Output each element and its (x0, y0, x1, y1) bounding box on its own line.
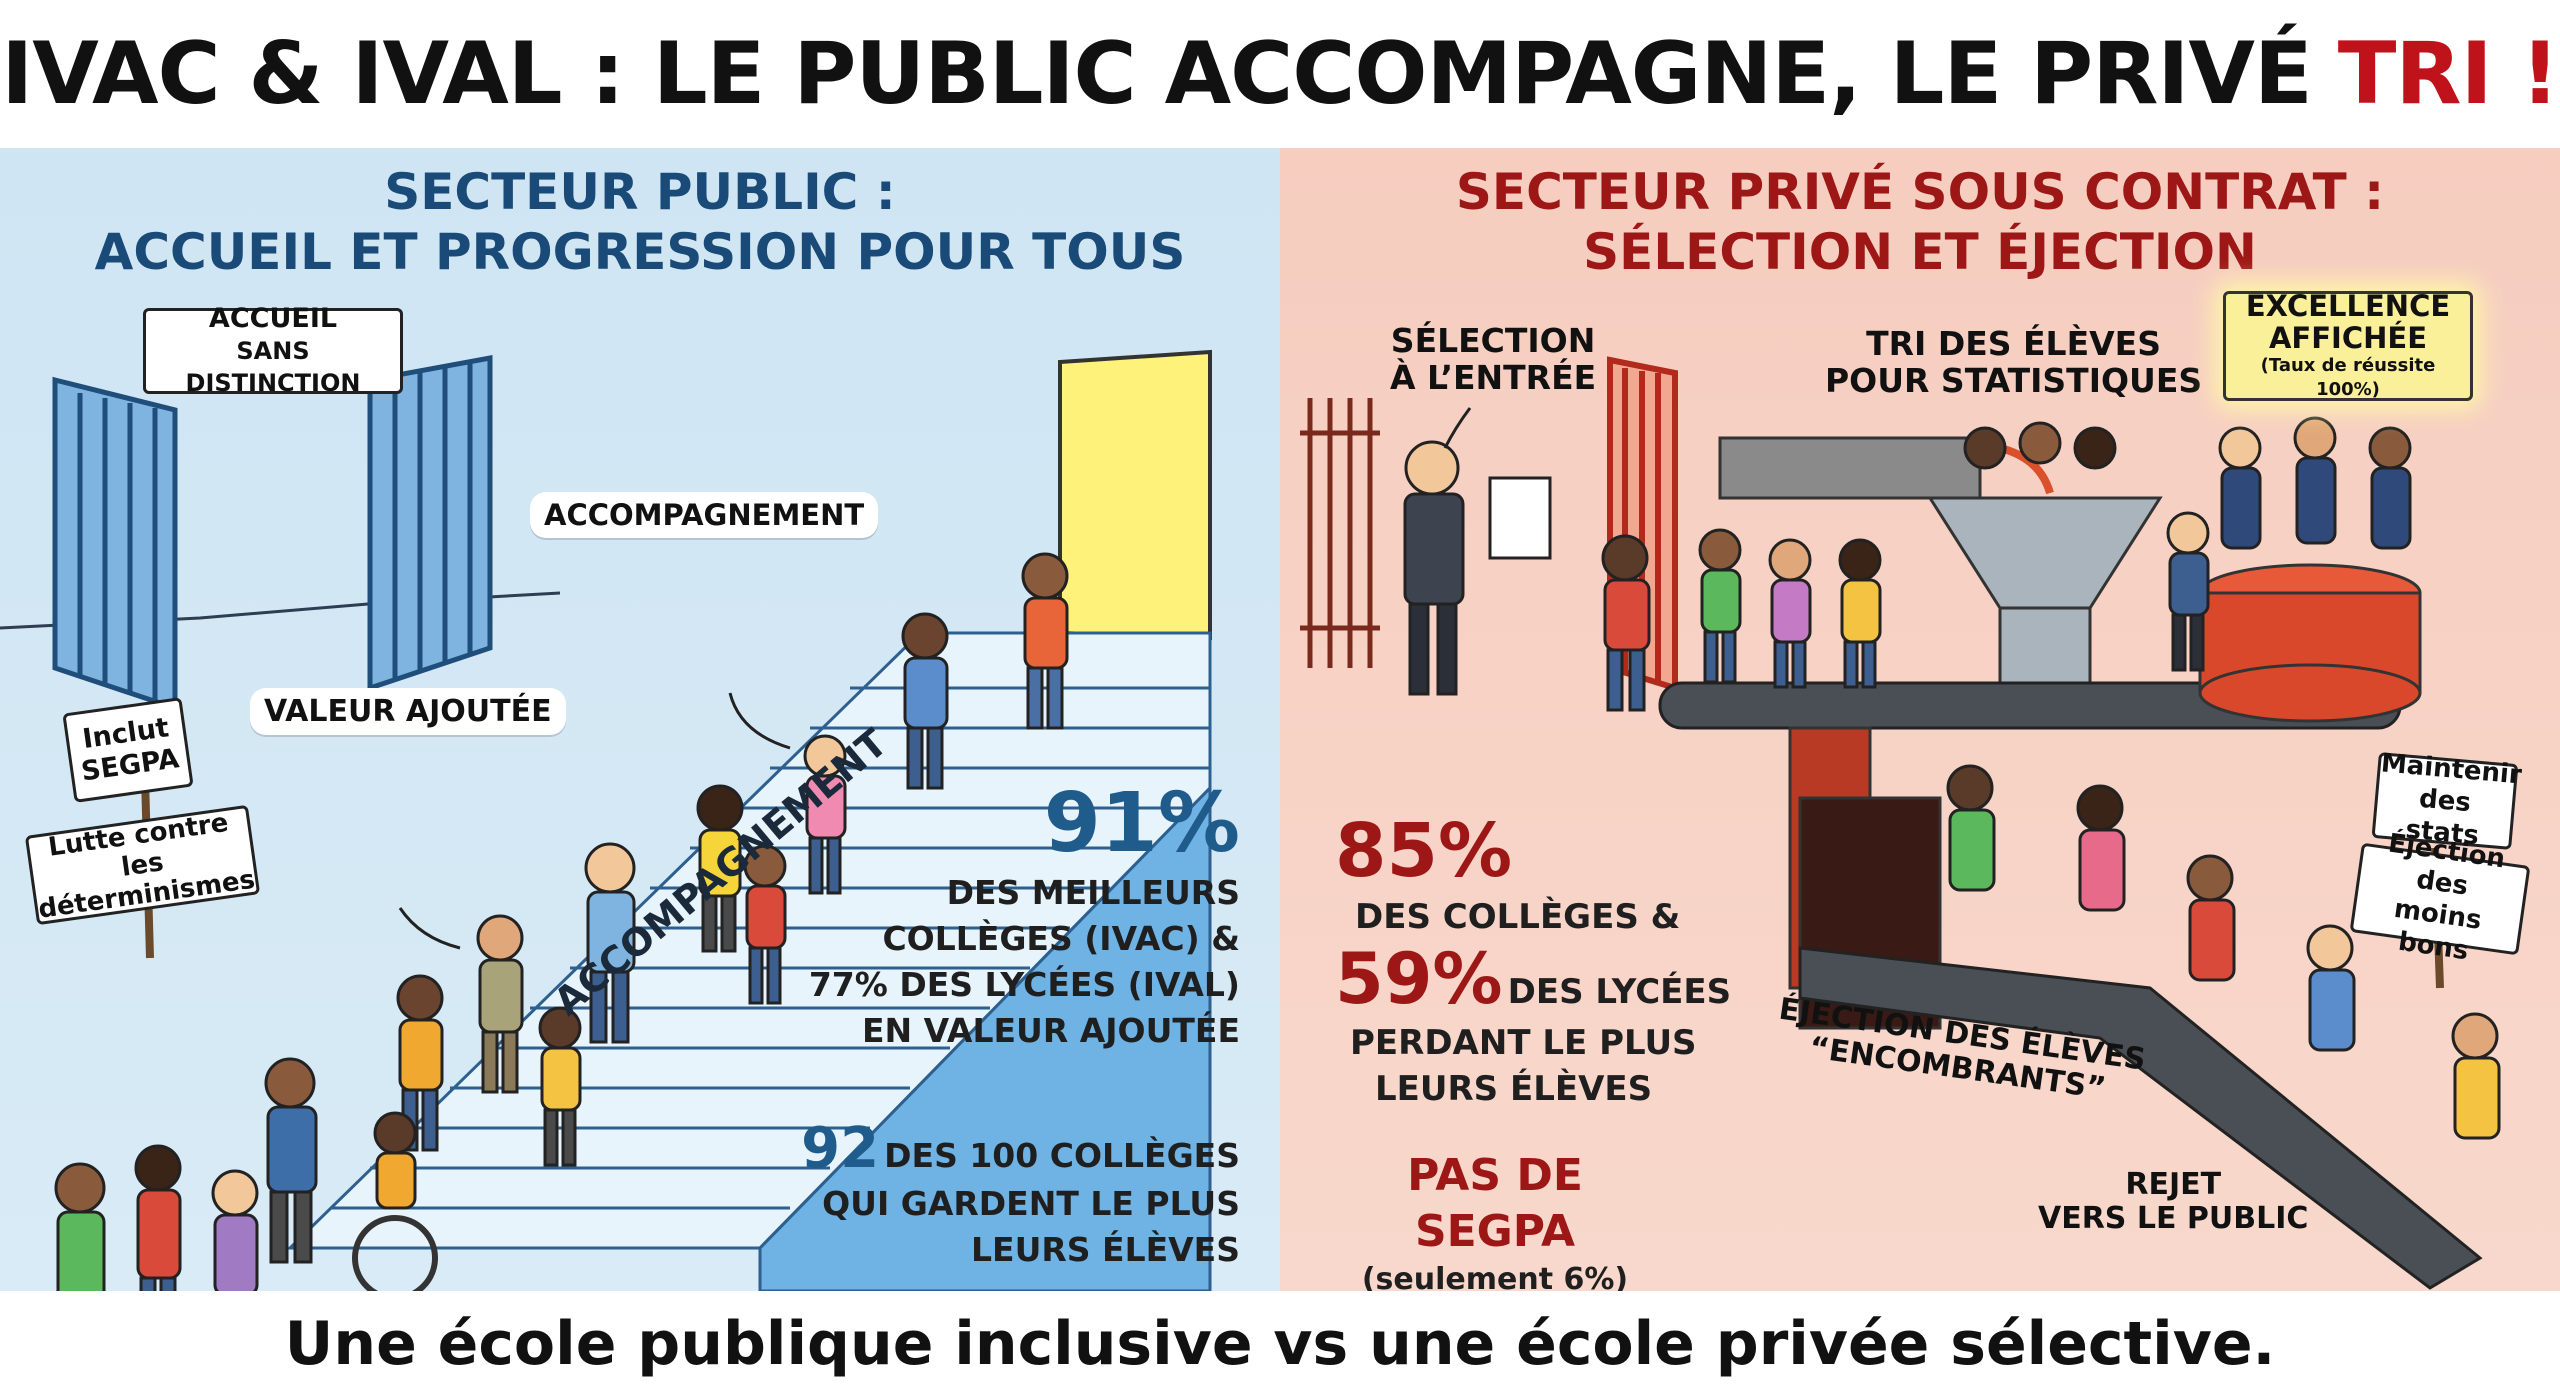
public-stat2-line3: LEURS ÉLÈVES (971, 1230, 1240, 1269)
public-illustration (0, 348, 1212, 1291)
prive-stat2-value: 59% (1335, 938, 1503, 1020)
public-stat2: 92 DES 100 COLLÈGES QUI GARDENT LE PLUS … (801, 1116, 1240, 1273)
open-gate-left (52, 376, 178, 712)
public-panel: SECTEUR PUBLIC : ACCUEIL ET PROGRESSION … (0, 148, 1280, 1291)
label-rejet: REJET VERS LE PUBLIC (2038, 1168, 2308, 1235)
main-title-accent: TRI ! (2337, 24, 2560, 124)
public-stat2-value: 92 (801, 1116, 880, 1181)
prive-stat2-line3: LEURS ÉLÈVES (1375, 1069, 1653, 1109)
conveyor-bottom (1798, 946, 2483, 1290)
person (134, 1144, 182, 1291)
public-stat1-line4: EN VALEUR AJOUTÉE (861, 1011, 1240, 1050)
label-selection-line2: À L’ENTRÉE (1390, 357, 1597, 397)
person (2076, 784, 2126, 912)
public-stat1-line1: DES MEILLEURS (946, 873, 1240, 912)
prive-segpa-line2: (seulement 6%) (1361, 1262, 1629, 1291)
prive-heading-line1: SECTEUR PRIVÉ SOUS CONTRAT : (1455, 163, 2385, 221)
prive-panel: SECTEUR PRIVÉ SOUS CONTRAT : SÉLECTION E… (1280, 148, 2560, 1291)
label-selection-line1: SÉLECTION (1390, 321, 1596, 360)
badge-line2: AFFICHÉE (2268, 321, 2428, 355)
director (1403, 440, 1552, 696)
public-stat1-line3: 77% DES LYCÉES (IVAL) (808, 965, 1240, 1004)
person (1838, 538, 1882, 689)
person (211, 1169, 259, 1291)
public-heading-line2: ACCUEIL ET PROGRESSION POUR TOUS (94, 223, 1186, 281)
label-tri-line1: TRI DES ÉLÈVES (1866, 324, 2161, 363)
person (901, 612, 949, 790)
prive-stat2-line2: PERDANT LE PLUS (1350, 1023, 1697, 1063)
prive-stat2: 59% DES LYCÉES PERDANT LE PLUS LEURS ÉLÈ… (1335, 938, 1731, 1112)
prive-stat1: 85% DES COLLÈGES & (1335, 808, 1680, 940)
person (803, 734, 847, 895)
person (2451, 1012, 2501, 1140)
open-gate-right (367, 355, 493, 692)
public-heading-line1: SECTEUR PUBLIC : (384, 163, 896, 221)
elite-student (2368, 426, 2412, 550)
label-rejet-line1: REJET (2125, 1167, 2222, 1202)
prive-stat1-line1: DES COLLÈGES & (1355, 897, 1681, 937)
person (1601, 534, 1651, 712)
sign-segpa: Inclut SEGPA (62, 697, 194, 803)
sign-accueil: ACCUEIL SANS DISTINCTION (143, 303, 403, 397)
funnel (1927, 496, 2163, 610)
person (264, 1057, 318, 1264)
sign-accueil-line1: ACCUEIL (208, 303, 338, 334)
main-title: IVAC & IVAL : LE PUBLIC ACCOMPAGNE, LE P… (0, 0, 2560, 148)
prive-heading-line2: SÉLECTION ET ÉJECTION (1583, 223, 2257, 281)
person (396, 974, 444, 1152)
person (1698, 528, 1742, 684)
bubble-valeur-ajoutee: VALEUR AJOUTÉE (250, 688, 566, 735)
prive-segpa: PAS DE SEGPA (seulement 6%) (1335, 1148, 1655, 1291)
person (1768, 538, 1812, 689)
doorway (1058, 349, 1212, 641)
pipe (1718, 436, 1982, 500)
prive-heading: SECTEUR PRIVÉ SOUS CONTRAT : SÉLECTION E… (1280, 162, 2560, 282)
person (2166, 511, 2210, 672)
person (538, 1006, 582, 1167)
badge-line1: EXCELLENCE (2245, 289, 2451, 323)
wheelchair-user (352, 1111, 438, 1291)
person (1963, 421, 2117, 470)
person (476, 914, 524, 1094)
elite-student (2218, 426, 2262, 550)
sign-ejection: Éjection des moins bons (2349, 828, 2531, 966)
prive-illustration (1300, 356, 2501, 1290)
prive-segpa-line1: PAS DE SEGPA (1407, 1150, 1583, 1257)
label-tri: TRI DES ÉLÈVES POUR STATISTIQUES (1825, 324, 2203, 400)
bottom-caption: Une école publique inclusive vs une écol… (284, 1308, 2276, 1379)
public-stat1-value: 91% (1043, 776, 1240, 871)
label-rejet-line2: VERS LE PUBLIC (2038, 1200, 2309, 1236)
bubble-accompagnement: ACCOMPAGNEMENT (530, 492, 879, 538)
person (584, 842, 636, 1044)
prive-stat2-line1: DES LYCÉES (1507, 972, 1732, 1012)
prive-people (1403, 416, 2501, 1140)
public-stat1-line2: COLLÈGES (IVAC) & (882, 919, 1240, 958)
person (2186, 854, 2236, 982)
fence (1300, 398, 1380, 668)
main-title-text: IVAC & IVAL : LE PUBLIC ACCOMPAGNE, LE P… (1, 24, 2313, 124)
public-heading: SECTEUR PUBLIC : ACCUEIL ET PROGRESSION … (0, 162, 1280, 282)
person (2306, 924, 2356, 1052)
sign-accueil-line2: SANS DISTINCTION (185, 337, 361, 397)
prive-stat1-value: 85% (1335, 808, 1513, 894)
person (696, 784, 744, 953)
badge-line3: (Taux de réussite 100%) (2260, 355, 2436, 400)
person (743, 844, 787, 1005)
person (54, 1162, 106, 1291)
public-stat2-line2: QUI GARDENT LE PLUS (822, 1184, 1240, 1223)
public-stat1: 91% DES MEILLEURS COLLÈGES (IVAC) & 77% … (809, 778, 1240, 1054)
public-stat2-line1: DES 100 COLLÈGES (884, 1136, 1240, 1175)
badge-excellence: EXCELLENCE AFFICHÉE (Taux de réussite 10… (2223, 289, 2473, 401)
students-group (54, 552, 1069, 1291)
label-tri-line2: POUR STATISTIQUES (1825, 360, 2203, 400)
person (1021, 552, 1069, 730)
label-selection: SÉLECTION À L’ENTRÉE (1390, 321, 1597, 397)
person (1946, 764, 1996, 892)
elite-student (2293, 416, 2337, 545)
